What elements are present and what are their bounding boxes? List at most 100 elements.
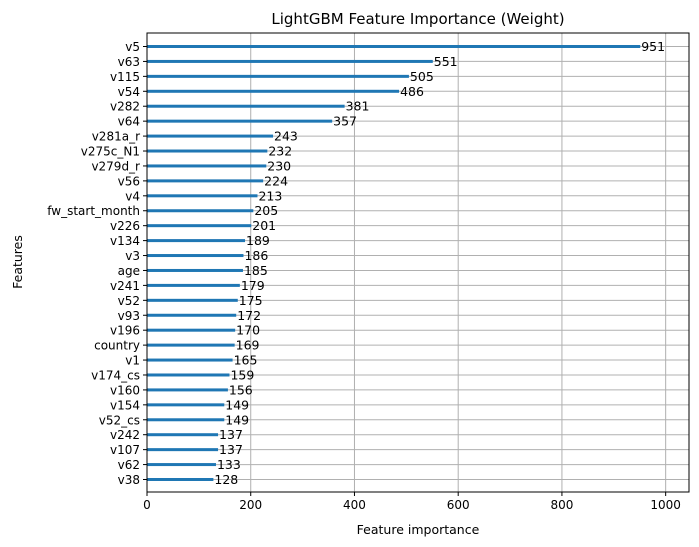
bar-v93 <box>147 313 237 317</box>
plot-area-frame <box>146 32 690 493</box>
y-tick-label: v4 <box>125 189 140 203</box>
data-label: 505 <box>410 69 434 84</box>
data-label: 128 <box>214 472 238 487</box>
x-tick-label: 800 <box>550 498 573 512</box>
y-tick-label: v52 <box>118 294 140 308</box>
data-label: 230 <box>267 158 291 173</box>
x-tick-label: 600 <box>447 498 470 512</box>
data-label: 175 <box>239 293 263 308</box>
y-tick-label: v226 <box>110 219 140 233</box>
bar-v56 <box>147 179 264 183</box>
data-label: 137 <box>219 442 243 457</box>
y-tick-label: v174_cs <box>91 368 140 382</box>
x-axis-ticks: 0 200 400 600 800 1000 <box>143 492 681 512</box>
bar-v196 <box>147 328 236 332</box>
data-label: 137 <box>219 427 243 442</box>
bar-v54 <box>147 89 400 93</box>
data-label: 357 <box>333 114 357 129</box>
y-axis-ticks: v5v63v115v54v282v64v281a_rv275c_N1v279d_… <box>47 40 147 487</box>
data-label: 224 <box>264 173 288 188</box>
bar-v226 <box>147 224 252 228</box>
y-tick-label: fw_start_month <box>47 204 140 218</box>
data-label: 486 <box>400 84 424 99</box>
y-tick-label: v281a_r <box>92 130 140 144</box>
y-tick-label: v282 <box>110 100 140 114</box>
y-tick-label: v64 <box>118 115 140 129</box>
bar-age <box>147 268 243 272</box>
data-label: 156 <box>229 382 253 397</box>
data-label: 159 <box>230 367 254 382</box>
data-label: 381 <box>346 99 370 114</box>
bar-v38 <box>147 478 214 481</box>
data-label: 169 <box>236 338 260 353</box>
data-label: 951 <box>641 39 665 54</box>
y-tick-label: v107 <box>110 443 140 457</box>
x-tick-label: 400 <box>343 498 366 512</box>
y-tick-label: v62 <box>118 458 140 472</box>
y-tick-label: v1 <box>125 354 140 368</box>
bar-fw_start_month <box>147 209 254 213</box>
y-tick-label: v196 <box>110 324 140 338</box>
x-axis-label: Feature importance <box>357 522 480 537</box>
data-label: 185 <box>244 263 268 278</box>
data-label: 205 <box>254 203 278 218</box>
data-label: 179 <box>241 278 265 293</box>
y-tick-label: v93 <box>118 309 140 323</box>
bar-v64 <box>147 119 333 123</box>
y-tick-label: v279d_r <box>91 159 140 173</box>
data-label: 551 <box>434 54 458 69</box>
y-tick-label: v38 <box>118 473 140 487</box>
data-label: 186 <box>244 248 268 263</box>
data-label: 149 <box>225 412 249 427</box>
y-tick-label: country <box>94 339 140 353</box>
bar-v174_cs <box>147 373 230 377</box>
y-axis-label: Features <box>10 235 25 289</box>
x-tick-label: 1000 <box>650 498 681 512</box>
bar-v154 <box>147 403 225 407</box>
data-label: 165 <box>234 353 258 368</box>
bar-v242 <box>147 433 219 437</box>
bar-country <box>147 343 235 347</box>
data-label: 201 <box>252 218 276 233</box>
data-label: 172 <box>237 308 261 323</box>
bar-v1 <box>147 358 233 362</box>
x-tick-label: 200 <box>239 498 262 512</box>
bar-v115 <box>147 74 409 78</box>
bar-v4 <box>147 194 258 198</box>
y-tick-label: v56 <box>118 174 140 188</box>
bar-v52_cs <box>147 418 225 422</box>
y-tick-label: age <box>118 264 140 278</box>
data-label: 170 <box>236 323 260 338</box>
bar-v62 <box>147 463 216 467</box>
data-label: 232 <box>268 144 292 159</box>
bar-v63 <box>147 59 433 63</box>
y-tick-label: v52_cs <box>99 413 140 427</box>
x-tick-label: 0 <box>143 498 151 512</box>
y-tick-label: v154 <box>110 398 140 412</box>
bar-v275c_N1 <box>147 149 268 153</box>
y-tick-label: v134 <box>110 234 140 248</box>
y-tick-label: v3 <box>125 249 140 263</box>
bar-v134 <box>147 239 246 243</box>
bars <box>147 45 641 481</box>
bar-v160 <box>147 388 228 392</box>
y-tick-label: v54 <box>118 85 140 99</box>
bar-v282 <box>147 104 345 108</box>
data-label: 133 <box>217 457 241 472</box>
data-label: 189 <box>246 233 270 248</box>
y-tick-label: v160 <box>110 383 140 397</box>
bar-v107 <box>147 448 219 452</box>
y-tick-label: v115 <box>110 70 140 84</box>
y-tick-label: v241 <box>110 279 140 293</box>
data-label: 213 <box>258 188 282 203</box>
bar-v5 <box>147 45 641 48</box>
y-tick-label: v5 <box>125 40 140 54</box>
bar-v279d_r <box>147 164 267 168</box>
y-tick-label: v275c_N1 <box>81 145 140 159</box>
bar-v281a_r <box>147 134 274 138</box>
y-tick-label: v63 <box>118 55 140 69</box>
chart-title: LightGBM Feature Importance (Weight) <box>271 10 564 28</box>
bar-v52 <box>147 298 238 302</box>
bar-v3 <box>147 254 244 258</box>
